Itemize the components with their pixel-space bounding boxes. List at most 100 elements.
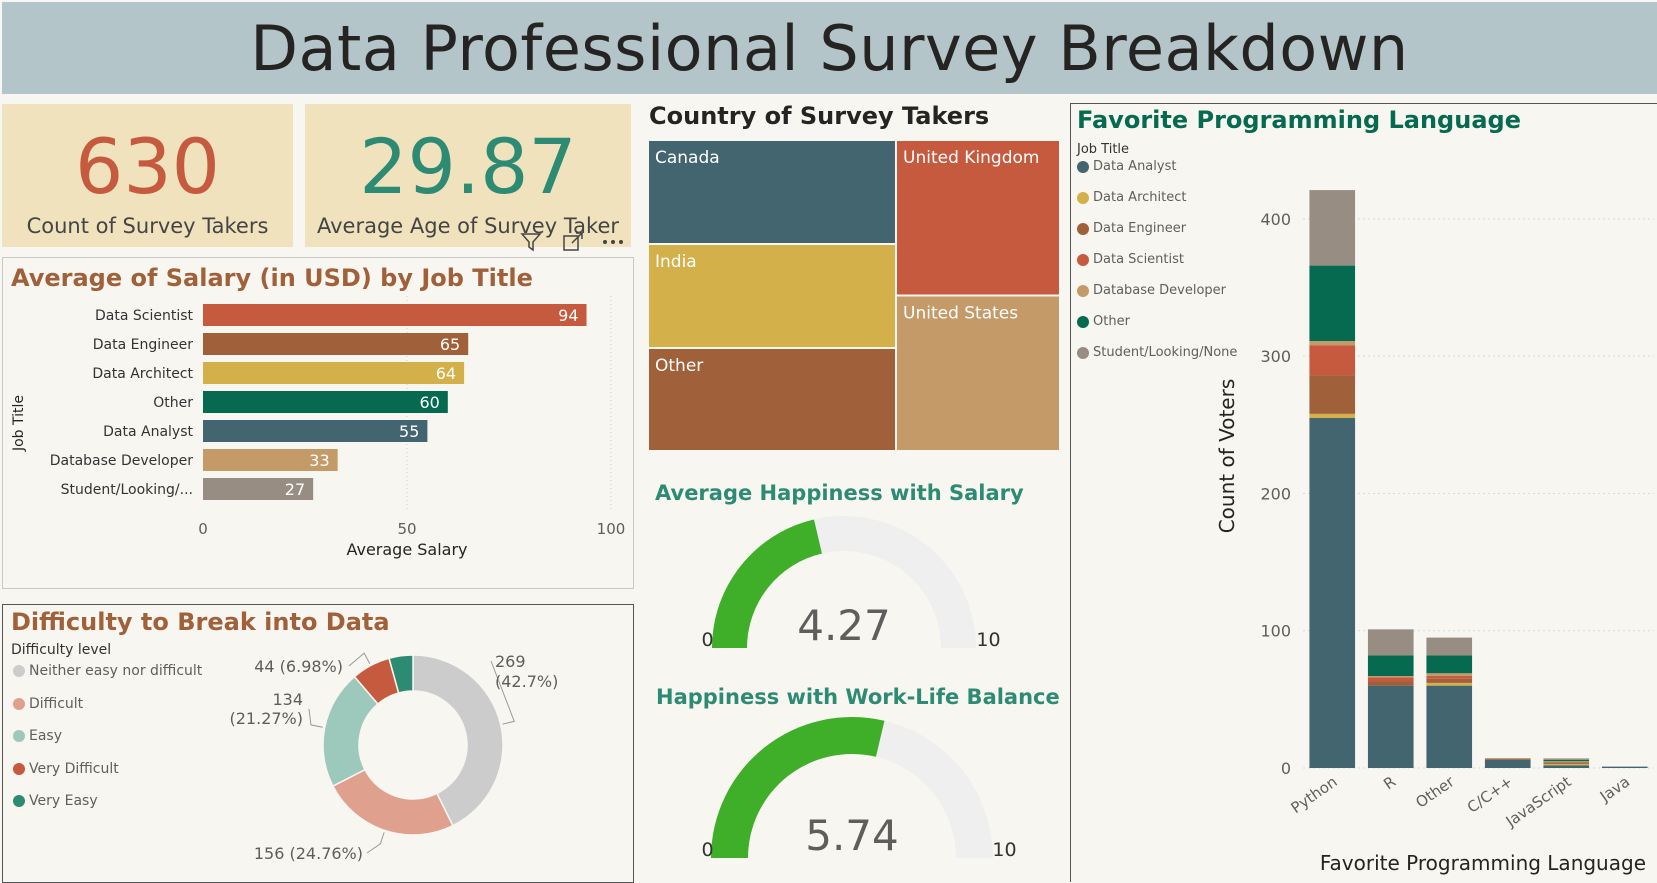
language-bar-segment-python-data-analyst[interactable] xyxy=(1309,417,1356,768)
salary-data-label: 64 xyxy=(436,364,456,383)
salary-bar-database-developer[interactable] xyxy=(203,449,338,471)
gauge-salary-fill[interactable] xyxy=(712,519,822,648)
treemap-label: Canada xyxy=(655,148,720,168)
country-chart-panel[interactable]: Country of Survey Takers Canada United Ki… xyxy=(648,100,1062,455)
language-legend-item[interactable]: Data Scientist xyxy=(1077,252,1184,267)
difficulty-legend-item[interactable]: Very Difficult xyxy=(13,761,119,777)
difficulty-chart-panel[interactable]: Difficulty to Break into Data Difficulty… xyxy=(2,604,634,883)
language-bar-segment-other-other[interactable] xyxy=(1426,655,1473,674)
language-legend-label: Other xyxy=(1093,314,1130,329)
language-chart-title: Favorite Programming Language xyxy=(1077,106,1521,134)
language-bar-segment-python-database-developer[interactable] xyxy=(1309,341,1356,346)
salary-bar-data-analyst[interactable] xyxy=(203,420,428,442)
salary-bar-student-looking[interactable] xyxy=(203,478,314,500)
language-legend-title: Job Title xyxy=(1077,142,1130,157)
salary-x-tick: 100 xyxy=(597,520,626,538)
language-bar-segment-javascript-data-architect[interactable] xyxy=(1543,763,1590,766)
focus-mode-icon[interactable] xyxy=(560,229,586,255)
gauge-wlb-fill[interactable] xyxy=(711,717,885,858)
language-bar-segment-other-data-scientist[interactable] xyxy=(1426,676,1473,679)
salary-data-label: 65 xyxy=(440,335,460,354)
treemap-tile-canada[interactable] xyxy=(648,139,897,245)
language-bar-segment-python-other[interactable] xyxy=(1309,265,1356,342)
donut-data-label: (21.27%) xyxy=(230,709,304,728)
language-bar-segment-r-data-analyst[interactable] xyxy=(1367,685,1414,768)
language-bar-segment-r-data-scientist[interactable] xyxy=(1367,677,1414,682)
language-bar-segment-other-data-analyst[interactable] xyxy=(1426,685,1473,768)
gauge-wlb-min-label: 0 xyxy=(701,839,713,861)
salary-x-axis-label: Average Salary xyxy=(346,540,467,559)
language-y-tick: 200 xyxy=(1260,484,1291,503)
language-bar-segment-r-student-looking-none[interactable] xyxy=(1367,629,1414,656)
salary-data-label: 94 xyxy=(558,306,578,325)
donut-leader-line xyxy=(308,708,323,728)
treemap-label: United Kingdom xyxy=(903,148,1039,168)
kpi-card-age[interactable]: 29.87 Average Age of Survey Taker xyxy=(305,104,631,247)
country-chart-title: Country of Survey Takers xyxy=(649,102,990,130)
language-legend-item[interactable]: Data Analyst xyxy=(1077,159,1176,174)
language-bar-segment-other-data-engineer[interactable] xyxy=(1426,678,1473,683)
language-bar-segment-java-data-analyst[interactable] xyxy=(1601,766,1648,768)
gauge-wlb-panel[interactable]: Happiness with Work-Life Balance 5.74 0 10 xyxy=(648,676,1062,881)
difficulty-legend-item[interactable]: Neither easy nor difficult xyxy=(13,663,202,679)
language-legend-item[interactable]: Database Developer xyxy=(1077,283,1226,298)
donut-slice-very-easy[interactable] xyxy=(388,654,414,694)
kpi-count-label: Count of Survey Takers xyxy=(26,214,269,238)
language-bar-segment-javascript-other[interactable] xyxy=(1543,759,1590,762)
language-legend-item[interactable]: Other xyxy=(1077,314,1130,329)
language-legend-item[interactable]: Data Engineer xyxy=(1077,221,1186,236)
salary-category-label: Data Architect xyxy=(92,366,193,382)
gauge-salary-min-label: 0 xyxy=(701,629,713,651)
language-y-axis-label: Count of Voters xyxy=(1215,379,1239,534)
language-bar-segment-r-data-engineer[interactable] xyxy=(1367,681,1414,686)
more-options-icon[interactable] xyxy=(600,229,626,255)
salary-bar-data-scientist[interactable] xyxy=(203,304,587,326)
language-legend-label: Data Analyst xyxy=(1093,159,1177,174)
salary-bar-data-engineer[interactable] xyxy=(203,333,469,355)
treemap-label: Other xyxy=(655,356,703,376)
language-bar-segment-other-student-looking-none[interactable] xyxy=(1426,637,1473,656)
language-bar-segment-c-c-data-engineer[interactable] xyxy=(1484,758,1531,760)
language-bar-segment-javascript-database-developer[interactable] xyxy=(1543,761,1590,763)
language-bar-segment-python-student-looking-none[interactable] xyxy=(1309,190,1356,266)
language-bar-segment-python-data-architect[interactable] xyxy=(1309,413,1356,418)
legend-dot-icon xyxy=(13,697,25,710)
salary-chart-panel[interactable]: Average of Salary (in USD) by Job Title … xyxy=(2,257,634,589)
language-legend-item[interactable]: Student/Looking/None xyxy=(1077,345,1237,360)
difficulty-legend-item[interactable]: Very Easy xyxy=(13,793,98,809)
donut-slice-difficult[interactable] xyxy=(331,768,454,836)
language-chart-panel[interactable]: Favorite Programming Language Job Title … xyxy=(1070,103,1657,882)
gauge-wlb-max-label: 10 xyxy=(992,839,1016,861)
treemap-tile-other[interactable] xyxy=(648,347,897,452)
kpi-card-count[interactable]: 630 Count of Survey Takers xyxy=(2,104,293,247)
treemap-tile-united-kingdom[interactable] xyxy=(895,139,1061,297)
salary-data-label: 55 xyxy=(399,422,419,441)
salary-bar-data-architect[interactable] xyxy=(203,362,465,384)
donut-leader-line xyxy=(490,660,515,725)
language-bar-segment-python-data-scientist[interactable] xyxy=(1309,345,1356,376)
filter-icon[interactable] xyxy=(518,229,544,255)
difficulty-legend-item[interactable]: Easy xyxy=(13,728,62,744)
donut-slice-neither-easy-nor-difficult[interactable] xyxy=(412,654,504,827)
salary-bar-other[interactable] xyxy=(203,391,448,413)
language-legend-item[interactable]: Data Architect xyxy=(1077,190,1186,205)
language-bar-segment-r-database-developer[interactable] xyxy=(1367,676,1414,678)
language-legend-label: Student/Looking/None xyxy=(1093,345,1238,360)
language-x-tick: R xyxy=(1380,773,1399,794)
language-bar-segment-javascript-data-analyst[interactable] xyxy=(1543,765,1590,768)
gauge-salary-panel[interactable]: Average Happiness with Salary 4.27 0 10 xyxy=(648,470,1062,660)
language-bar-segment-javascript-data-engineer[interactable] xyxy=(1543,762,1590,764)
difficulty-legend-item[interactable]: Difficult xyxy=(13,696,83,712)
title-bar: Data Professional Survey Breakdown xyxy=(2,2,1657,94)
language-bar-segment-python-data-engineer[interactable] xyxy=(1309,375,1356,414)
language-bar-segment-other-data-architect[interactable] xyxy=(1426,682,1473,686)
country-treemap: Canada United Kingdom India United States Ot… xyxy=(648,139,1061,452)
language-bar-segment-c-c-data-analyst[interactable] xyxy=(1484,759,1531,768)
language-bar-segment-r-other[interactable] xyxy=(1367,655,1414,677)
salary-y-axis-label: Job Title xyxy=(11,395,27,452)
language-bar-segment-other-database-developer[interactable] xyxy=(1426,673,1473,677)
salary-category-label: Student/Looking/... xyxy=(61,482,193,498)
treemap-label: India xyxy=(655,252,697,272)
legend-dot-icon xyxy=(13,665,25,677)
language-bar-segment-javascript-student-looking-none[interactable] xyxy=(1543,758,1590,760)
